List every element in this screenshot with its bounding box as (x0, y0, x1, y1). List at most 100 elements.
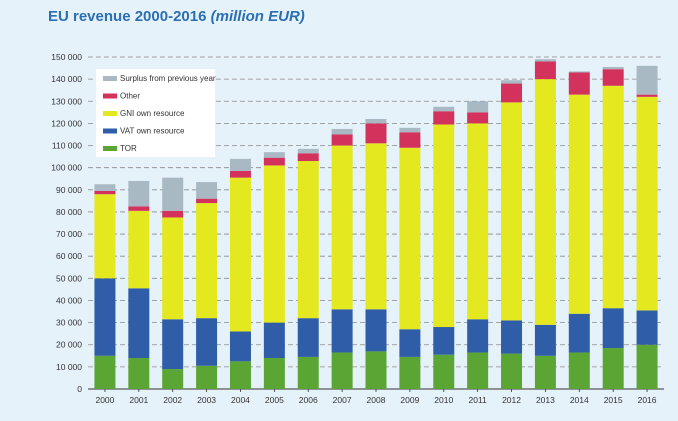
bar-other-2005 (263, 157, 285, 166)
x-tick-label: 2006 (299, 395, 318, 405)
bar-other-2007 (331, 134, 353, 146)
bar-surplus-from-previous-year-2008 (365, 118, 387, 124)
bar-surplus-from-previous-year-2005 (263, 152, 285, 158)
chart-title: EU revenue 2000-2016 (million EUR) (48, 8, 305, 25)
bar-vat-own-resource-2014 (568, 313, 590, 353)
bar-other-2000 (94, 190, 116, 195)
bar-surplus-from-previous-year-2002 (162, 177, 184, 211)
legend-swatch (103, 128, 117, 134)
x-tick-label: 2004 (231, 395, 250, 405)
bar-tor-2008 (365, 351, 387, 389)
bar-gni-own-resource-2002 (162, 217, 184, 320)
bar-surplus-from-previous-year-2009 (399, 127, 421, 133)
bar-vat-own-resource-2003 (196, 318, 218, 366)
bar-surplus-from-previous-year-2014 (568, 71, 590, 73)
bar-surplus-from-previous-year-2013 (534, 59, 556, 62)
y-tick-label: 120 000 (51, 118, 82, 128)
bar-other-2003 (196, 198, 218, 204)
bar-vat-own-resource-2005 (263, 322, 285, 359)
bar-gni-own-resource-2008 (365, 143, 387, 310)
y-tick-label: 50 000 (56, 273, 82, 283)
bar-tor-2015 (602, 348, 624, 389)
bar-gni-own-resource-2013 (534, 79, 556, 325)
x-tick-label: 2016 (638, 395, 657, 405)
bar-gni-own-resource-2009 (399, 147, 421, 330)
x-tick-label: 2009 (400, 395, 419, 405)
bar-tor-2012 (501, 353, 523, 389)
y-tick-label: 30 000 (56, 318, 82, 328)
bar-gni-own-resource-2003 (196, 203, 218, 319)
chart-title-unit: (million EUR) (210, 8, 305, 25)
legend: Surplus from previous year Other GNI own r… (96, 69, 216, 157)
x-tick-label: 2011 (469, 395, 488, 405)
bar-gni-own-resource-2006 (297, 161, 319, 319)
y-tick-label: 40 000 (56, 295, 82, 305)
x-tick-label: 2003 (197, 395, 216, 405)
bar-vat-own-resource-2012 (501, 320, 523, 354)
y-tick-label: 110 000 (52, 141, 82, 151)
bar-surplus-from-previous-year-2011 (467, 101, 489, 113)
y-tick-label: 0 (77, 384, 82, 394)
y-tick-label: 130 000 (51, 96, 82, 106)
y-axis: 0 10 000 20 000 30 000 40 000 50 000 60 000 70 … (51, 52, 82, 394)
bar-tor-2009 (399, 356, 421, 389)
y-tick-label: 20 000 (56, 340, 82, 350)
y-tick-label: 140 000 (51, 74, 82, 84)
bar-vat-own-resource-2007 (331, 309, 353, 353)
bar-tor-2011 (467, 352, 489, 389)
legend-swatch (103, 76, 117, 81)
bar-vat-own-resource-2015 (602, 308, 624, 349)
bar-tor-2003 (196, 365, 218, 389)
bar-tor-2014 (568, 352, 590, 389)
y-tick-label: 100 000 (51, 163, 82, 173)
bar-other-2009 (399, 132, 421, 148)
bar-tor-2001 (128, 358, 150, 389)
bar-vat-own-resource-2016 (636, 310, 658, 345)
bar-vat-own-resource-2010 (433, 327, 455, 355)
bar-gni-own-resource-2005 (263, 165, 285, 323)
legend-label: TOR (120, 144, 137, 153)
bar-vat-own-resource-2000 (94, 278, 116, 356)
bar-gni-own-resource-2015 (602, 85, 624, 309)
bar-vat-own-resource-2001 (128, 288, 150, 359)
bar-gni-own-resource-2010 (433, 124, 455, 328)
x-tick-label: 2000 (95, 395, 114, 405)
legend-label: GNI own resource (120, 109, 185, 118)
y-tick-label: 10 000 (56, 362, 82, 372)
bar-tor-2007 (331, 352, 353, 389)
legend-swatch (103, 111, 117, 116)
bar-surplus-from-previous-year-2007 (331, 128, 353, 135)
bar-gni-own-resource-2014 (568, 94, 590, 314)
bar-gni-own-resource-2012 (501, 102, 523, 321)
bar-other-2014 (568, 72, 590, 95)
x-tick-label: 2001 (129, 395, 148, 405)
bar-surplus-from-previous-year-2015 (602, 66, 624, 70)
bar-vat-own-resource-2004 (229, 331, 251, 362)
bar-surplus-from-previous-year-2016 (636, 65, 658, 95)
bar-vat-own-resource-2008 (365, 309, 387, 352)
bar-tor-2002 (162, 369, 184, 389)
x-tick-label: 2014 (570, 395, 589, 405)
legend-swatch (103, 146, 117, 151)
bar-other-2008 (365, 123, 387, 144)
bar-other-2015 (602, 69, 624, 86)
bar-other-2011 (467, 112, 489, 124)
bar-stacks (94, 59, 658, 389)
bar-other-2012 (501, 83, 523, 103)
bar-surplus-from-previous-year-2001 (128, 180, 150, 207)
x-tick-label: 2015 (604, 395, 623, 405)
bar-other-2016 (636, 94, 658, 97)
x-tick-label: 2008 (367, 395, 386, 405)
bar-gni-own-resource-2001 (128, 210, 150, 289)
bar-vat-own-resource-2006 (297, 318, 319, 357)
bar-other-2001 (128, 206, 150, 211)
bar-tor-2000 (94, 355, 116, 389)
bar-other-2013 (534, 61, 556, 80)
bar-surplus-from-previous-year-2000 (94, 184, 116, 191)
y-tick-label: 150 000 (51, 52, 82, 62)
x-tick-label: 2013 (536, 395, 555, 405)
legend-label: Other (120, 92, 140, 101)
bar-gni-own-resource-2016 (636, 96, 658, 311)
bar-surplus-from-previous-year-2003 (196, 182, 218, 199)
